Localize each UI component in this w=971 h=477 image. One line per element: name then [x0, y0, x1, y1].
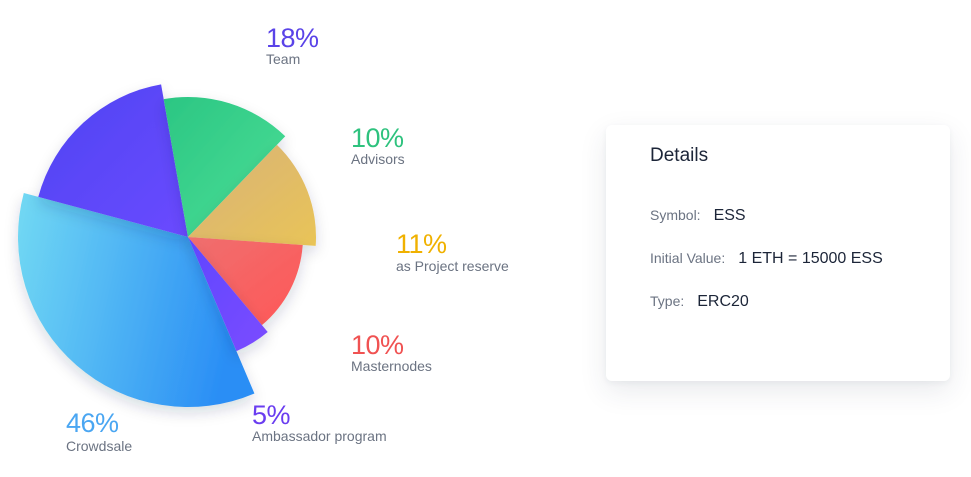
team-label: Team — [266, 51, 301, 67]
details-title: Details — [650, 145, 709, 166]
crowdsale-label: Crowdsale — [66, 438, 133, 454]
advisors-percent: 10% — [351, 123, 404, 153]
reserve-percent: 11% — [396, 229, 447, 259]
reserve-label: as Project reserve — [396, 258, 509, 274]
team-percent: 18% — [266, 23, 319, 53]
advisors-slice — [163, 97, 286, 237]
symbol-row: Symbol: ESS — [650, 207, 746, 225]
ambassador-slice — [188, 237, 268, 352]
reserve-slice — [188, 144, 317, 246]
masternodes-slice — [188, 237, 303, 326]
type-label: Type: — [650, 293, 685, 309]
initial-value-label: Initial Value: — [650, 250, 726, 266]
symbol-label: Symbol: — [650, 207, 701, 223]
masternodes-label: Masternodes — [351, 358, 432, 374]
masternodes-percent: 10% — [351, 330, 404, 360]
details-card: Details Symbol: ESS Initial Value: 1 ETH… — [606, 125, 950, 381]
team-slice — [38, 84, 188, 237]
ambassador-percent: 5% — [252, 400, 291, 430]
crowdsale-percent: 46% — [66, 408, 119, 438]
type-row: Type: ERC20 — [650, 293, 749, 311]
ambassador-label: Ambassador program — [252, 428, 387, 444]
crowdsale-slice — [17, 193, 255, 408]
type-value: ERC20 — [697, 293, 749, 310]
symbol-value: ESS — [713, 207, 746, 224]
advisors-label: Advisors — [351, 151, 405, 167]
initial-value-row: Initial Value: 1 ETH = 15000 ESS — [650, 250, 883, 268]
initial-value-value: 1 ETH = 15000 ESS — [738, 250, 883, 267]
